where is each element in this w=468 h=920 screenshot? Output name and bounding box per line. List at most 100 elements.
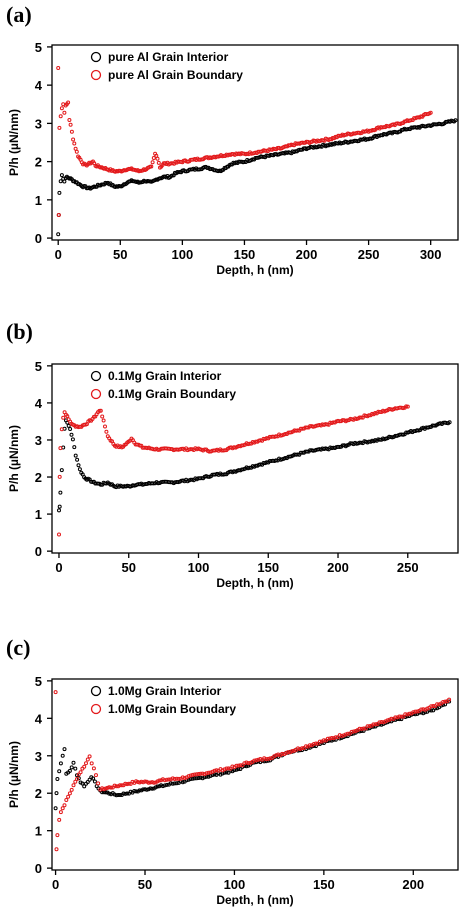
data-point-boundary: [274, 753, 279, 758]
data-point-boundary: [428, 110, 433, 115]
data-point-boundary: [162, 778, 167, 783]
data-point-interior: [162, 783, 167, 788]
data-point-boundary: [69, 129, 74, 134]
data-point-boundary: [72, 141, 77, 146]
data-point-boundary: [266, 756, 271, 761]
data-point-interior: [57, 190, 62, 195]
data-point-interior: [57, 769, 62, 774]
data-point-boundary: [367, 724, 372, 729]
data-point-boundary: [387, 717, 392, 722]
data-point-boundary: [157, 778, 162, 783]
data-point-boundary: [359, 415, 364, 420]
data-point-boundary: [393, 715, 398, 720]
data-point-interior: [377, 437, 382, 442]
data-point-boundary: [411, 710, 416, 715]
data-point-interior: [70, 437, 75, 442]
legend-label-interior: 1.0Mg Grain Interior: [108, 684, 222, 698]
y-axis-label: P/h (µN/nm): [7, 425, 21, 492]
data-point-interior: [148, 786, 153, 791]
data-point-interior: [116, 793, 121, 797]
data-point-boundary: [403, 712, 408, 717]
data-point-interior: [54, 791, 59, 796]
x-tick-label: 0: [52, 877, 59, 892]
data-point-boundary: [242, 761, 247, 766]
data-point-boundary: [415, 709, 420, 714]
y-tick-label: 1: [35, 824, 42, 839]
data-point-boundary: [82, 764, 87, 769]
data-point-interior: [274, 458, 278, 463]
data-point-boundary: [91, 766, 96, 771]
data-point-interior: [55, 777, 60, 781]
data-point-boundary: [379, 720, 384, 724]
data-point-boundary: [143, 779, 147, 784]
data-point-boundary: [61, 415, 66, 420]
data-point-boundary: [87, 754, 92, 759]
data-point-boundary: [234, 763, 239, 768]
data-point-boundary: [75, 777, 79, 781]
data-point-boundary: [224, 766, 229, 771]
data-point-interior: [192, 776, 197, 781]
tick-group: 0 50 100 150 200 250 0 1 2 3 4 5: [35, 359, 419, 575]
data-point-boundary: [180, 775, 185, 780]
data-point-boundary: [399, 714, 404, 719]
data-point-interior: [73, 766, 78, 771]
x-tick-label: 100: [224, 877, 246, 892]
data-point-interior: [62, 747, 67, 752]
data-point-boundary: [174, 776, 179, 781]
data-point-boundary: [315, 741, 320, 746]
data-point-interior: [411, 712, 416, 716]
legend-marker-interior: [90, 51, 102, 63]
data-point-interior: [87, 777, 92, 782]
data-point-interior: [141, 787, 146, 792]
x-tick-label: 250: [397, 560, 419, 575]
data-point-interior: [118, 793, 122, 797]
data-point-boundary: [98, 408, 103, 413]
data-point-boundary: [407, 711, 412, 716]
data-point-boundary: [437, 702, 442, 707]
data-point-boundary: [230, 764, 235, 769]
x-tick-label: 100: [188, 560, 210, 575]
series-points: [53, 690, 452, 852]
data-point-boundary: [139, 779, 144, 784]
data-point-boundary: [73, 779, 78, 784]
data-point-interior: [60, 753, 65, 758]
data-point-interior: [429, 708, 434, 713]
data-point-boundary: [194, 772, 199, 777]
data-point-interior: [244, 764, 249, 769]
data-point-boundary: [244, 760, 249, 765]
data-point-interior: [150, 786, 155, 791]
data-point-boundary: [78, 770, 83, 775]
data-point-boundary: [146, 780, 151, 785]
data-point-interior: [172, 781, 177, 786]
data-point-boundary: [377, 720, 382, 725]
data-point-interior: [186, 777, 191, 782]
data-point-boundary: [126, 781, 131, 786]
data-point-interior: [325, 739, 330, 743]
data-point-boundary: [341, 733, 346, 738]
data-point-interior: [252, 760, 257, 765]
data-point-boundary: [57, 474, 62, 479]
data-point-interior: [151, 481, 156, 486]
y-tick-label: 0: [35, 544, 42, 559]
chart-panel-c: (c) 0 50 100 150 200 0 1 2 3 4 5 Depth, h (nm) P/h…: [6, 635, 459, 907]
data-point-interior: [58, 490, 63, 495]
data-point-interior: [57, 508, 61, 513]
x-tick-label: 250: [358, 247, 380, 262]
data-point-boundary: [100, 414, 105, 419]
legend: 1.0Mg Grain Interior 1.0Mg Grain Boundar…: [90, 684, 236, 716]
legend-label-interior: 0.1Mg Grain Interior: [108, 369, 222, 383]
data-point-boundary: [200, 771, 205, 776]
data-point-boundary: [274, 434, 278, 439]
data-point-interior: [82, 784, 87, 789]
data-point-boundary: [435, 702, 440, 707]
data-point-interior: [170, 781, 175, 786]
data-point-boundary: [170, 776, 175, 781]
legend-marker-interior: [90, 685, 102, 697]
data-point-boundary: [166, 777, 171, 782]
data-point-boundary: [447, 697, 452, 702]
data-point-interior: [67, 768, 72, 773]
data-point-boundary: [57, 532, 61, 537]
legend: pure Al Grain Interior pure Al Grain Bou…: [90, 50, 243, 82]
data-point-interior: [295, 452, 300, 457]
data-point-interior: [71, 760, 76, 765]
